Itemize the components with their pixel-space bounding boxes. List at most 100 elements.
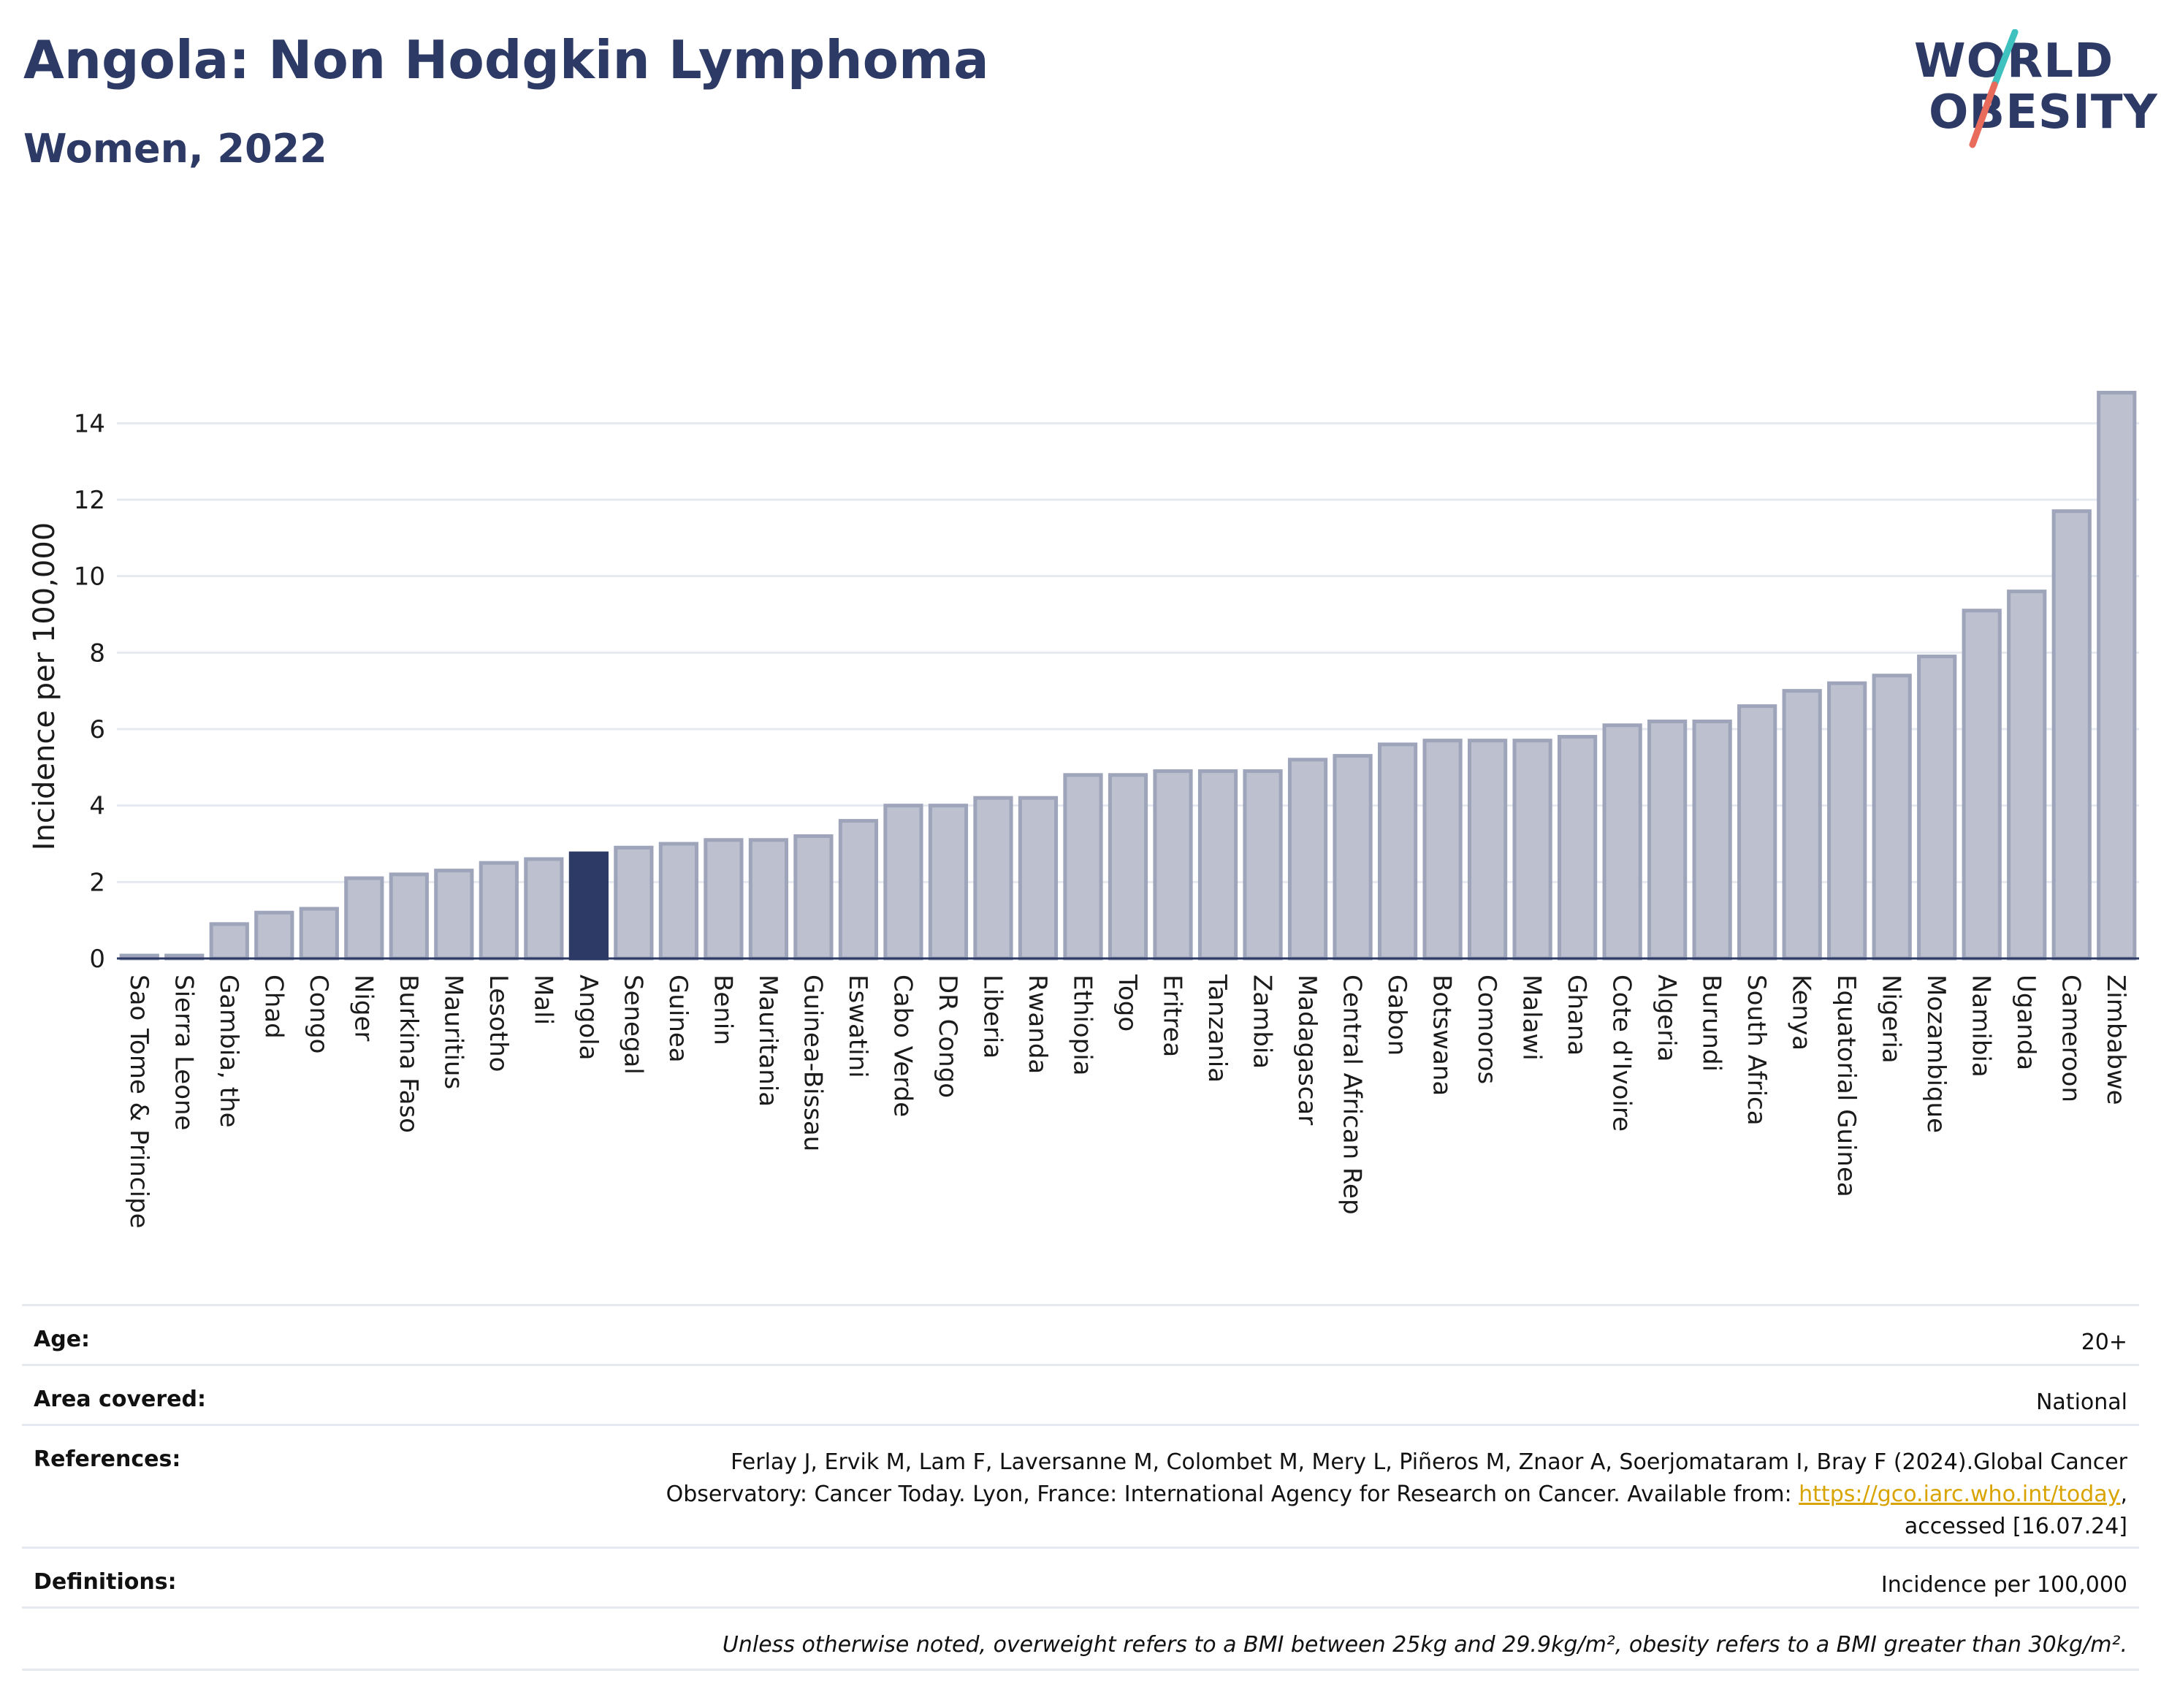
- bar-senegal: [614, 845, 654, 961]
- x-category-label: South Africa: [1742, 975, 1771, 1126]
- logo-line-2: OBESITY: [1929, 85, 2158, 140]
- references-line-2-text: Observatory: Cancer Today. Lyon, France:…: [666, 1482, 1799, 1507]
- x-category-label: Gambia, the: [214, 975, 243, 1128]
- bar-eritrea: [1153, 769, 1193, 961]
- x-category-label: Guinea: [663, 975, 693, 1063]
- x-category-label: DR Congo: [933, 975, 962, 1098]
- references-line-2-end: ,: [2120, 1482, 2127, 1507]
- bar-ghana: [1558, 734, 1598, 961]
- bar-guinea-bissau: [793, 834, 834, 961]
- x-category-label: Senegal: [618, 975, 647, 1075]
- x-category-label: Mauritania: [753, 975, 782, 1107]
- bar-liberia: [973, 796, 1013, 961]
- meta-row-note: Unless otherwise noted, overweight refer…: [22, 1606, 2139, 1671]
- bar-rwanda: [1018, 796, 1059, 961]
- x-category-label: Mali: [528, 975, 557, 1025]
- bar-benin: [704, 838, 744, 961]
- x-category-label: Ethiopia: [1067, 975, 1097, 1075]
- x-category-label: Algeria: [1652, 975, 1681, 1061]
- y-tick-labels: 0 2 4 6 8 10 12 14: [74, 409, 105, 974]
- area-value: National: [2035, 1389, 2127, 1415]
- x-category-labels: Sao Tome & Principe Sierra Leone Gambia, t…: [124, 974, 2130, 1229]
- bar-cote-d-ivoire: [1602, 723, 1642, 961]
- meta-row-references: References: Ferlay J, Ervik M, Lam F, La…: [22, 1424, 2139, 1549]
- x-category-label: Nigeria: [1877, 975, 1906, 1064]
- bar-south-africa: [1737, 704, 1777, 961]
- y-tick-label: 10: [74, 563, 105, 592]
- x-category-label: Lesotho: [484, 975, 513, 1072]
- x-category-label: Ghana: [1562, 975, 1591, 1056]
- bar-equatorial-guinea: [1827, 681, 1867, 961]
- bar-central-african-rep: [1333, 754, 1373, 961]
- meta-row-age: Age: 20+: [22, 1304, 2139, 1366]
- x-category-label: Cameroon: [2057, 975, 2086, 1102]
- x-category-label: Madagascar: [1292, 975, 1322, 1125]
- x-category-label: Benin: [708, 975, 737, 1045]
- y-tick-label: 4: [89, 792, 105, 821]
- bars: [119, 390, 2137, 961]
- y-axis-title: Incidence per 100,000: [28, 522, 61, 851]
- bar-tanzania: [1197, 769, 1238, 961]
- bar-chart: 0 2 4 6 8 10 12 14 Sao Tome & Principe Sierra Le…: [28, 390, 2139, 1229]
- references-line-2: Observatory: Cancer Today. Lyon, France:…: [666, 1479, 2127, 1511]
- x-category-label: Uganda: [2011, 975, 2040, 1070]
- bar-botswana: [1422, 739, 1463, 961]
- x-category-label: Zambia: [1248, 975, 1277, 1069]
- world-obesity-logo: WORLD OBESITY: [1899, 29, 2157, 161]
- bar-burkina-faso: [389, 872, 429, 961]
- bar-cameroon: [2051, 509, 2092, 961]
- x-category-label: Eswatini: [843, 975, 872, 1078]
- x-category-label: Cote d'Ivoire: [1607, 975, 1636, 1132]
- bar-zimbabwe: [2097, 390, 2137, 961]
- x-category-label: Botswana: [1428, 975, 1457, 1096]
- x-category-label: Sierra Leone: [169, 975, 198, 1130]
- bar-namibia: [1962, 609, 2002, 961]
- bar-gabon: [1377, 742, 1418, 961]
- y-tick-label: 0: [89, 945, 105, 974]
- bar-kenya: [1782, 689, 1822, 961]
- references-value: Ferlay J, Ervik M, Lam F, Laversanne M, …: [666, 1446, 2127, 1543]
- meta-row-definitions: Definitions: Incidence per 100,000: [22, 1547, 2139, 1609]
- x-category-label: Burundi: [1697, 975, 1726, 1072]
- x-category-label: Eritrea: [1158, 975, 1187, 1057]
- bar-algeria: [1647, 720, 1688, 961]
- x-category-label: Sao Tome & Principe: [124, 975, 153, 1229]
- page-subtitle: Women, 2022: [23, 126, 327, 172]
- references-link[interactable]: https://gco.iarc.who.int/today: [1799, 1482, 2121, 1507]
- logo-slash-icon: [1969, 29, 2019, 148]
- bar-niger: [344, 876, 384, 961]
- y-tick-label: 6: [89, 715, 105, 744]
- bar-ethiopia: [1063, 773, 1103, 961]
- meta-row-area: Area covered: National: [22, 1364, 2139, 1426]
- y-tick-label: 12: [74, 486, 105, 515]
- bar-lesotho: [479, 861, 519, 961]
- x-category-label: Chad: [259, 975, 288, 1039]
- bar-togo: [1108, 773, 1148, 961]
- x-category-label: Guinea-Bissau: [798, 975, 827, 1151]
- x-category-label: Malawi: [1517, 975, 1547, 1061]
- bar-uganda: [2007, 590, 2047, 961]
- bar-nigeria: [1872, 674, 1912, 961]
- y-tick-label: 8: [89, 638, 105, 668]
- y-tick-label: 2: [89, 868, 105, 897]
- y-tick-label: 14: [74, 409, 105, 438]
- area-label: Area covered:: [34, 1387, 206, 1412]
- references-line-1: Ferlay J, Ervik M, Lam F, Laversanne M, …: [731, 1449, 2127, 1475]
- logo-line-1: WORLD: [1914, 34, 2114, 88]
- references-line-3: accessed [16.07.24]: [1904, 1514, 2127, 1539]
- x-category-label: Congo: [304, 975, 333, 1053]
- bar-dr-congo: [928, 804, 969, 961]
- x-category-label: Tanzania: [1203, 974, 1232, 1083]
- bar-mozambique: [1917, 655, 1957, 961]
- definitions-label: Definitions:: [34, 1569, 177, 1595]
- x-category-label: Mozambique: [1921, 975, 1951, 1133]
- bar-chad: [254, 910, 294, 961]
- bar-zambia: [1243, 769, 1283, 961]
- bmi-note: Unless otherwise noted, overweight refer…: [722, 1632, 2127, 1658]
- x-category-label: Rwanda: [1023, 975, 1052, 1074]
- bar-mauritius: [434, 869, 474, 961]
- bar-congo: [299, 907, 339, 961]
- page-title: Angola: Non Hodgkin Lymphoma: [23, 29, 989, 91]
- x-category-label: Mauritius: [438, 975, 468, 1089]
- references-label: References:: [34, 1446, 181, 1472]
